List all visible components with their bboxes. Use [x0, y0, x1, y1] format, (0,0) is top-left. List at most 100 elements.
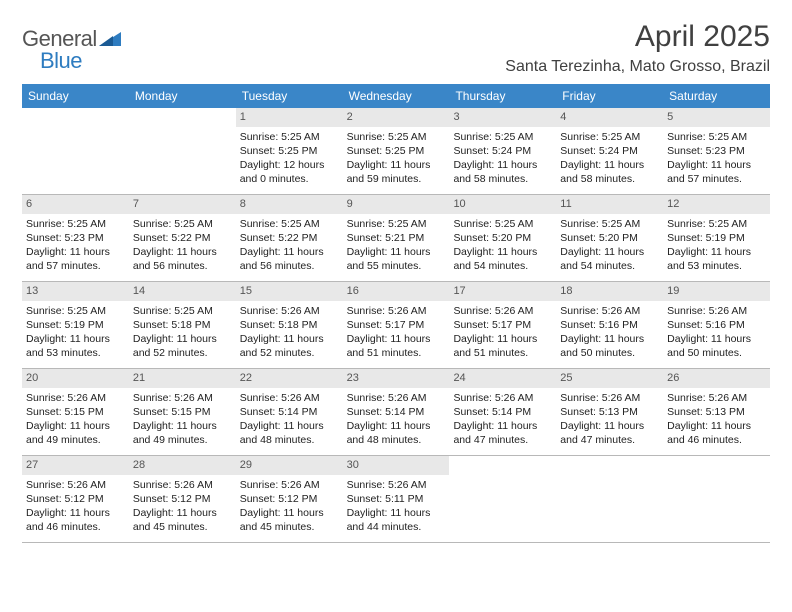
sunrise-text: Sunrise: 5:26 AM	[240, 304, 339, 318]
day-number: 12	[663, 195, 770, 214]
daylight-text: and 58 minutes.	[453, 172, 552, 186]
day-cell: 29Sunrise: 5:26 AMSunset: 5:12 PMDayligh…	[236, 456, 343, 542]
daylight-text: and 55 minutes.	[347, 259, 446, 273]
sunrise-text: Sunrise: 5:25 AM	[560, 217, 659, 231]
sunrise-text: Sunrise: 5:25 AM	[26, 304, 125, 318]
daylight-text: Daylight: 11 hours	[133, 332, 232, 346]
daylight-text: and 57 minutes.	[667, 172, 766, 186]
sunset-text: Sunset: 5:12 PM	[240, 492, 339, 506]
day-number: 19	[663, 282, 770, 301]
daylight-text: and 0 minutes.	[240, 172, 339, 186]
logo: General Blue	[22, 26, 121, 74]
day-cell: 20Sunrise: 5:26 AMSunset: 5:15 PMDayligh…	[22, 369, 129, 455]
sunset-text: Sunset: 5:16 PM	[560, 318, 659, 332]
daylight-text: and 58 minutes.	[560, 172, 659, 186]
day-cell: 2Sunrise: 5:25 AMSunset: 5:25 PMDaylight…	[343, 108, 450, 194]
day-cell: 4Sunrise: 5:25 AMSunset: 5:24 PMDaylight…	[556, 108, 663, 194]
day-cell: 15Sunrise: 5:26 AMSunset: 5:18 PMDayligh…	[236, 282, 343, 368]
daylight-text: Daylight: 11 hours	[26, 245, 125, 259]
day-cell: 12Sunrise: 5:25 AMSunset: 5:19 PMDayligh…	[663, 195, 770, 281]
sunrise-text: Sunrise: 5:25 AM	[453, 217, 552, 231]
weekday-header: Saturday	[663, 84, 770, 108]
month-title: April 2025	[505, 20, 770, 54]
sunset-text: Sunset: 5:21 PM	[347, 231, 446, 245]
day-number: 20	[22, 369, 129, 388]
day-cell: 22Sunrise: 5:26 AMSunset: 5:14 PMDayligh…	[236, 369, 343, 455]
sunset-text: Sunset: 5:18 PM	[133, 318, 232, 332]
day-number: 22	[236, 369, 343, 388]
sunrise-text: Sunrise: 5:26 AM	[667, 391, 766, 405]
sunset-text: Sunset: 5:23 PM	[26, 231, 125, 245]
daylight-text: and 57 minutes.	[26, 259, 125, 273]
sunrise-text: Sunrise: 5:26 AM	[560, 391, 659, 405]
day-cell: 3Sunrise: 5:25 AMSunset: 5:24 PMDaylight…	[449, 108, 556, 194]
page: General Blue April 2025 Santa Terezinha,…	[0, 0, 792, 612]
daylight-text: Daylight: 11 hours	[26, 419, 125, 433]
daylight-text: Daylight: 11 hours	[133, 419, 232, 433]
daylight-text: and 53 minutes.	[667, 259, 766, 273]
sunset-text: Sunset: 5:14 PM	[347, 405, 446, 419]
daylight-text: Daylight: 11 hours	[560, 332, 659, 346]
day-cell: 19Sunrise: 5:26 AMSunset: 5:16 PMDayligh…	[663, 282, 770, 368]
day-cell: 16Sunrise: 5:26 AMSunset: 5:17 PMDayligh…	[343, 282, 450, 368]
logo-text: General Blue	[22, 26, 121, 74]
daylight-text: and 44 minutes.	[347, 520, 446, 534]
sunset-text: Sunset: 5:20 PM	[560, 231, 659, 245]
day-cell	[556, 456, 663, 542]
logo-word-blue: Blue	[40, 48, 82, 74]
day-number: 2	[343, 108, 450, 127]
weekday-header: Sunday	[22, 84, 129, 108]
daylight-text: Daylight: 11 hours	[560, 158, 659, 172]
sunrise-text: Sunrise: 5:25 AM	[347, 130, 446, 144]
day-number: 4	[556, 108, 663, 127]
day-number: 15	[236, 282, 343, 301]
week-row: 13Sunrise: 5:25 AMSunset: 5:19 PMDayligh…	[22, 282, 770, 369]
day-number: 25	[556, 369, 663, 388]
daylight-text: Daylight: 11 hours	[453, 245, 552, 259]
daylight-text: and 54 minutes.	[453, 259, 552, 273]
weekday-header: Tuesday	[236, 84, 343, 108]
sunset-text: Sunset: 5:16 PM	[667, 318, 766, 332]
sunrise-text: Sunrise: 5:26 AM	[347, 304, 446, 318]
day-cell: 18Sunrise: 5:26 AMSunset: 5:16 PMDayligh…	[556, 282, 663, 368]
daylight-text: and 48 minutes.	[240, 433, 339, 447]
day-cell	[129, 108, 236, 194]
sunrise-text: Sunrise: 5:25 AM	[240, 130, 339, 144]
daylight-text: Daylight: 11 hours	[453, 419, 552, 433]
day-number: 11	[556, 195, 663, 214]
day-cell: 25Sunrise: 5:26 AMSunset: 5:13 PMDayligh…	[556, 369, 663, 455]
sunset-text: Sunset: 5:14 PM	[453, 405, 552, 419]
daylight-text: and 46 minutes.	[26, 520, 125, 534]
daylight-text: Daylight: 11 hours	[240, 245, 339, 259]
daylight-text: Daylight: 11 hours	[560, 245, 659, 259]
daylight-text: Daylight: 11 hours	[560, 419, 659, 433]
day-number: 26	[663, 369, 770, 388]
daylight-text: Daylight: 11 hours	[133, 506, 232, 520]
sunrise-text: Sunrise: 5:26 AM	[347, 391, 446, 405]
daylight-text: Daylight: 11 hours	[667, 419, 766, 433]
day-number: 16	[343, 282, 450, 301]
sunset-text: Sunset: 5:22 PM	[240, 231, 339, 245]
weekday-header: Wednesday	[343, 84, 450, 108]
sunset-text: Sunset: 5:17 PM	[453, 318, 552, 332]
sunrise-text: Sunrise: 5:26 AM	[133, 478, 232, 492]
week-row: 6Sunrise: 5:25 AMSunset: 5:23 PMDaylight…	[22, 195, 770, 282]
day-number: 14	[129, 282, 236, 301]
day-cell: 13Sunrise: 5:25 AMSunset: 5:19 PMDayligh…	[22, 282, 129, 368]
week-row: 1Sunrise: 5:25 AMSunset: 5:25 PMDaylight…	[22, 108, 770, 195]
day-cell: 27Sunrise: 5:26 AMSunset: 5:12 PMDayligh…	[22, 456, 129, 542]
daylight-text: Daylight: 11 hours	[347, 245, 446, 259]
daylight-text: and 59 minutes.	[347, 172, 446, 186]
day-number: 13	[22, 282, 129, 301]
sunrise-text: Sunrise: 5:25 AM	[133, 217, 232, 231]
daylight-text: and 50 minutes.	[560, 346, 659, 360]
sunrise-text: Sunrise: 5:26 AM	[667, 304, 766, 318]
sunset-text: Sunset: 5:25 PM	[240, 144, 339, 158]
sunrise-text: Sunrise: 5:26 AM	[240, 391, 339, 405]
sunset-text: Sunset: 5:25 PM	[347, 144, 446, 158]
daylight-text: and 50 minutes.	[667, 346, 766, 360]
daylight-text: and 47 minutes.	[560, 433, 659, 447]
sunset-text: Sunset: 5:19 PM	[667, 231, 766, 245]
weekday-header: Friday	[556, 84, 663, 108]
daylight-text: and 49 minutes.	[26, 433, 125, 447]
